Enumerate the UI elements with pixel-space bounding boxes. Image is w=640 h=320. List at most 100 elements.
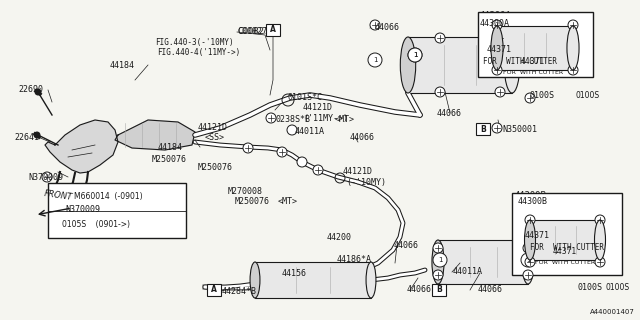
Text: 1: 1 [413, 52, 417, 58]
Circle shape [595, 215, 605, 225]
Bar [497, 26, 573, 70]
Text: 44371: 44371 [487, 45, 512, 54]
Text: 44300B: 44300B [518, 197, 548, 206]
Circle shape [433, 253, 447, 267]
Ellipse shape [250, 262, 260, 298]
Text: A: A [270, 26, 276, 35]
Text: 44371: 44371 [553, 247, 577, 257]
Text: 44186*A: 44186*A [337, 255, 372, 265]
Text: 44300A: 44300A [480, 19, 510, 28]
Text: 44121D: 44121D [343, 167, 373, 177]
Text: 44156: 44156 [282, 268, 307, 277]
Circle shape [368, 53, 382, 67]
Ellipse shape [504, 37, 520, 93]
Text: 44066: 44066 [350, 132, 375, 141]
Text: 44066: 44066 [437, 108, 462, 117]
Text: B: B [480, 124, 486, 133]
Circle shape [277, 147, 287, 157]
Text: ('11MY->): ('11MY->) [303, 114, 348, 123]
Text: C00827: C00827 [237, 28, 269, 36]
Text: 22641: 22641 [14, 132, 39, 141]
Text: N350001: N350001 [502, 125, 537, 134]
Text: M660014  (-0901): M660014 (-0901) [74, 193, 143, 202]
Bar [478, 12, 593, 77]
Text: (-'10MY): (-'10MY) [346, 178, 386, 187]
Text: 44184: 44184 [110, 60, 135, 69]
Text: N370009: N370009 [28, 172, 63, 181]
Text: 1: 1 [525, 257, 531, 263]
Bar [48, 183, 186, 238]
Text: 44300A: 44300A [480, 11, 512, 20]
Circle shape [495, 87, 505, 97]
Text: 44066: 44066 [407, 285, 432, 294]
Text: 0100S: 0100S [575, 91, 599, 100]
Ellipse shape [567, 26, 579, 70]
Text: 0100S: 0100S [530, 91, 555, 100]
Text: 44066: 44066 [375, 23, 400, 33]
Ellipse shape [432, 240, 444, 284]
Circle shape [435, 33, 445, 43]
Text: FIG.440-4('11MY->): FIG.440-4('11MY->) [157, 47, 240, 57]
Text: 44284*B: 44284*B [222, 287, 257, 297]
Text: 44184: 44184 [158, 142, 183, 151]
Circle shape [266, 113, 276, 123]
Text: N370009: N370009 [65, 205, 100, 214]
Text: 0101S*C: 0101S*C [288, 92, 323, 101]
Circle shape [287, 125, 297, 135]
Ellipse shape [366, 262, 376, 298]
Polygon shape [115, 120, 195, 150]
Text: M270008: M270008 [228, 188, 263, 196]
Circle shape [521, 253, 535, 267]
Text: M250076: M250076 [235, 197, 270, 206]
Text: 44121D: 44121D [303, 103, 333, 113]
Text: FOR  WITH CUTTER: FOR WITH CUTTER [483, 58, 557, 67]
Circle shape [313, 165, 323, 175]
Circle shape [35, 89, 41, 95]
Text: <MT>: <MT> [335, 116, 355, 124]
Bar [255, 262, 371, 298]
Text: A440001407: A440001407 [590, 309, 635, 315]
Bar [266, 24, 280, 36]
Text: 22690: 22690 [18, 85, 43, 94]
Text: 44371: 44371 [521, 58, 545, 67]
Circle shape [568, 20, 578, 30]
Text: FOR  WITH CUTTER: FOR WITH CUTTER [530, 243, 604, 252]
Text: 0100S: 0100S [578, 283, 603, 292]
Text: 0105S    (0901->): 0105S (0901->) [62, 220, 130, 229]
Circle shape [55, 190, 69, 204]
Text: 44011A: 44011A [295, 127, 325, 137]
Bar [432, 284, 446, 296]
Ellipse shape [522, 240, 534, 284]
Text: 1: 1 [438, 257, 442, 263]
Text: <MT>: <MT> [278, 197, 298, 206]
Circle shape [75, 207, 85, 217]
Text: 44200: 44200 [327, 233, 352, 242]
Text: FIG.440-3(-'10MY): FIG.440-3(-'10MY) [155, 37, 234, 46]
Text: M250076: M250076 [198, 163, 233, 172]
Circle shape [34, 132, 40, 138]
Circle shape [408, 48, 422, 62]
Bar [207, 284, 221, 296]
Bar [530, 220, 600, 260]
Circle shape [492, 20, 502, 30]
Text: 0100S: 0100S [605, 283, 629, 292]
Circle shape [525, 93, 535, 103]
Text: B: B [436, 285, 442, 294]
Circle shape [435, 87, 445, 97]
Text: M250076: M250076 [152, 156, 187, 164]
Text: 1: 1 [372, 57, 377, 63]
Circle shape [525, 215, 535, 225]
Text: 44066: 44066 [478, 285, 503, 294]
Circle shape [495, 33, 505, 43]
Bar [438, 240, 528, 284]
Circle shape [297, 157, 307, 167]
Bar [512, 193, 622, 275]
Circle shape [525, 257, 535, 267]
Text: 44371: 44371 [525, 230, 550, 239]
Text: C00827: C00827 [237, 28, 267, 36]
Circle shape [492, 123, 502, 133]
Circle shape [568, 65, 578, 75]
Text: A: A [211, 285, 217, 294]
Text: FOR  WITH CUTTER: FOR WITH CUTTER [503, 69, 563, 75]
Polygon shape [45, 120, 118, 173]
